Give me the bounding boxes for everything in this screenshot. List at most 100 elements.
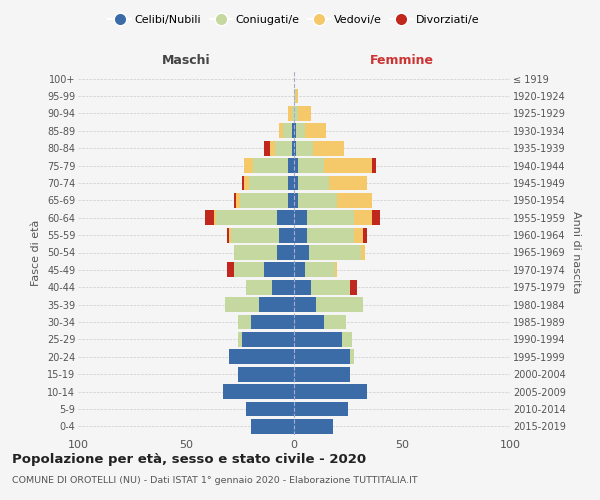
Bar [294, 228, 307, 242]
Bar [287, 193, 294, 208]
Bar [294, 384, 367, 399]
Bar [247, 402, 294, 416]
Text: Popolazione per età, sesso e stato civile - 2020: Popolazione per età, sesso e stato civil… [12, 452, 366, 466]
Bar [298, 176, 329, 190]
Bar [244, 158, 253, 173]
Bar [294, 367, 350, 382]
Bar [292, 106, 294, 121]
Bar [296, 124, 305, 138]
Bar [341, 332, 352, 347]
Bar [307, 210, 355, 225]
Bar [324, 158, 372, 173]
Bar [233, 245, 277, 260]
Bar [296, 141, 313, 156]
Bar [372, 158, 376, 173]
Bar [287, 106, 292, 121]
Bar [225, 298, 259, 312]
Bar [216, 210, 277, 225]
Bar [294, 350, 350, 364]
Text: Femmine: Femmine [370, 54, 434, 66]
Bar [361, 245, 365, 260]
Bar [251, 314, 294, 330]
Bar [335, 262, 337, 278]
Bar [355, 228, 363, 242]
Bar [287, 176, 294, 190]
Bar [283, 124, 292, 138]
Bar [259, 298, 294, 312]
Bar [316, 298, 363, 312]
Bar [372, 210, 380, 225]
Bar [279, 228, 294, 242]
Bar [214, 210, 216, 225]
Bar [298, 158, 324, 173]
Bar [355, 210, 372, 225]
Bar [251, 419, 294, 434]
Bar [294, 210, 307, 225]
Bar [311, 280, 350, 294]
Bar [240, 193, 287, 208]
Bar [294, 402, 348, 416]
Bar [294, 280, 311, 294]
Bar [294, 419, 333, 434]
Bar [329, 176, 367, 190]
Bar [305, 124, 326, 138]
Bar [292, 124, 294, 138]
Bar [233, 262, 264, 278]
Bar [350, 280, 356, 294]
Bar [337, 193, 372, 208]
Bar [253, 158, 287, 173]
Bar [236, 193, 240, 208]
Bar [294, 88, 296, 104]
Bar [244, 176, 248, 190]
Bar [238, 367, 294, 382]
Bar [294, 332, 341, 347]
Bar [229, 350, 294, 364]
Bar [227, 262, 233, 278]
Bar [298, 193, 337, 208]
Bar [309, 245, 361, 260]
Bar [238, 314, 251, 330]
Bar [307, 228, 355, 242]
Bar [277, 210, 294, 225]
Bar [238, 332, 242, 347]
Bar [294, 158, 298, 173]
Bar [264, 141, 270, 156]
Bar [324, 314, 346, 330]
Bar [294, 193, 298, 208]
Bar [294, 106, 298, 121]
Bar [270, 141, 275, 156]
Bar [296, 88, 298, 104]
Bar [233, 193, 236, 208]
Y-axis label: Fasce di età: Fasce di età [31, 220, 41, 286]
Y-axis label: Anni di nascita: Anni di nascita [571, 211, 581, 294]
Bar [294, 176, 298, 190]
Bar [242, 176, 244, 190]
Bar [264, 262, 294, 278]
Bar [242, 332, 294, 347]
Text: COMUNE DI OROTELLI (NU) - Dati ISTAT 1° gennaio 2020 - Elaborazione TUTTITALIA.I: COMUNE DI OROTELLI (NU) - Dati ISTAT 1° … [12, 476, 418, 485]
Bar [229, 228, 232, 242]
Bar [205, 210, 214, 225]
Bar [277, 245, 294, 260]
Bar [305, 262, 335, 278]
Bar [294, 124, 296, 138]
Legend: Celibi/Nubili, Coniugati/e, Vedovi/e, Divorziati/e: Celibi/Nubili, Coniugati/e, Vedovi/e, Di… [104, 10, 484, 29]
Bar [298, 106, 311, 121]
Text: Maschi: Maschi [161, 54, 211, 66]
Bar [287, 158, 294, 173]
Bar [232, 228, 279, 242]
Bar [294, 262, 305, 278]
Bar [248, 176, 287, 190]
Bar [294, 314, 324, 330]
Bar [279, 124, 283, 138]
Bar [227, 228, 229, 242]
Bar [294, 141, 296, 156]
Bar [292, 141, 294, 156]
Bar [294, 298, 316, 312]
Bar [223, 384, 294, 399]
Bar [363, 228, 367, 242]
Bar [275, 141, 292, 156]
Bar [313, 141, 344, 156]
Bar [294, 245, 309, 260]
Bar [247, 280, 272, 294]
